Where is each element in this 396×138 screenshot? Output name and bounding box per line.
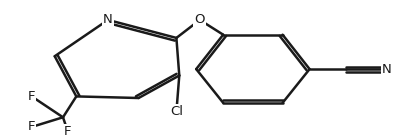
Text: F: F xyxy=(28,120,35,133)
Text: N: N xyxy=(103,13,113,26)
Text: F: F xyxy=(28,90,35,103)
Text: Cl: Cl xyxy=(170,105,183,118)
Text: F: F xyxy=(64,125,71,138)
Text: O: O xyxy=(194,13,205,26)
Text: N: N xyxy=(382,63,391,76)
